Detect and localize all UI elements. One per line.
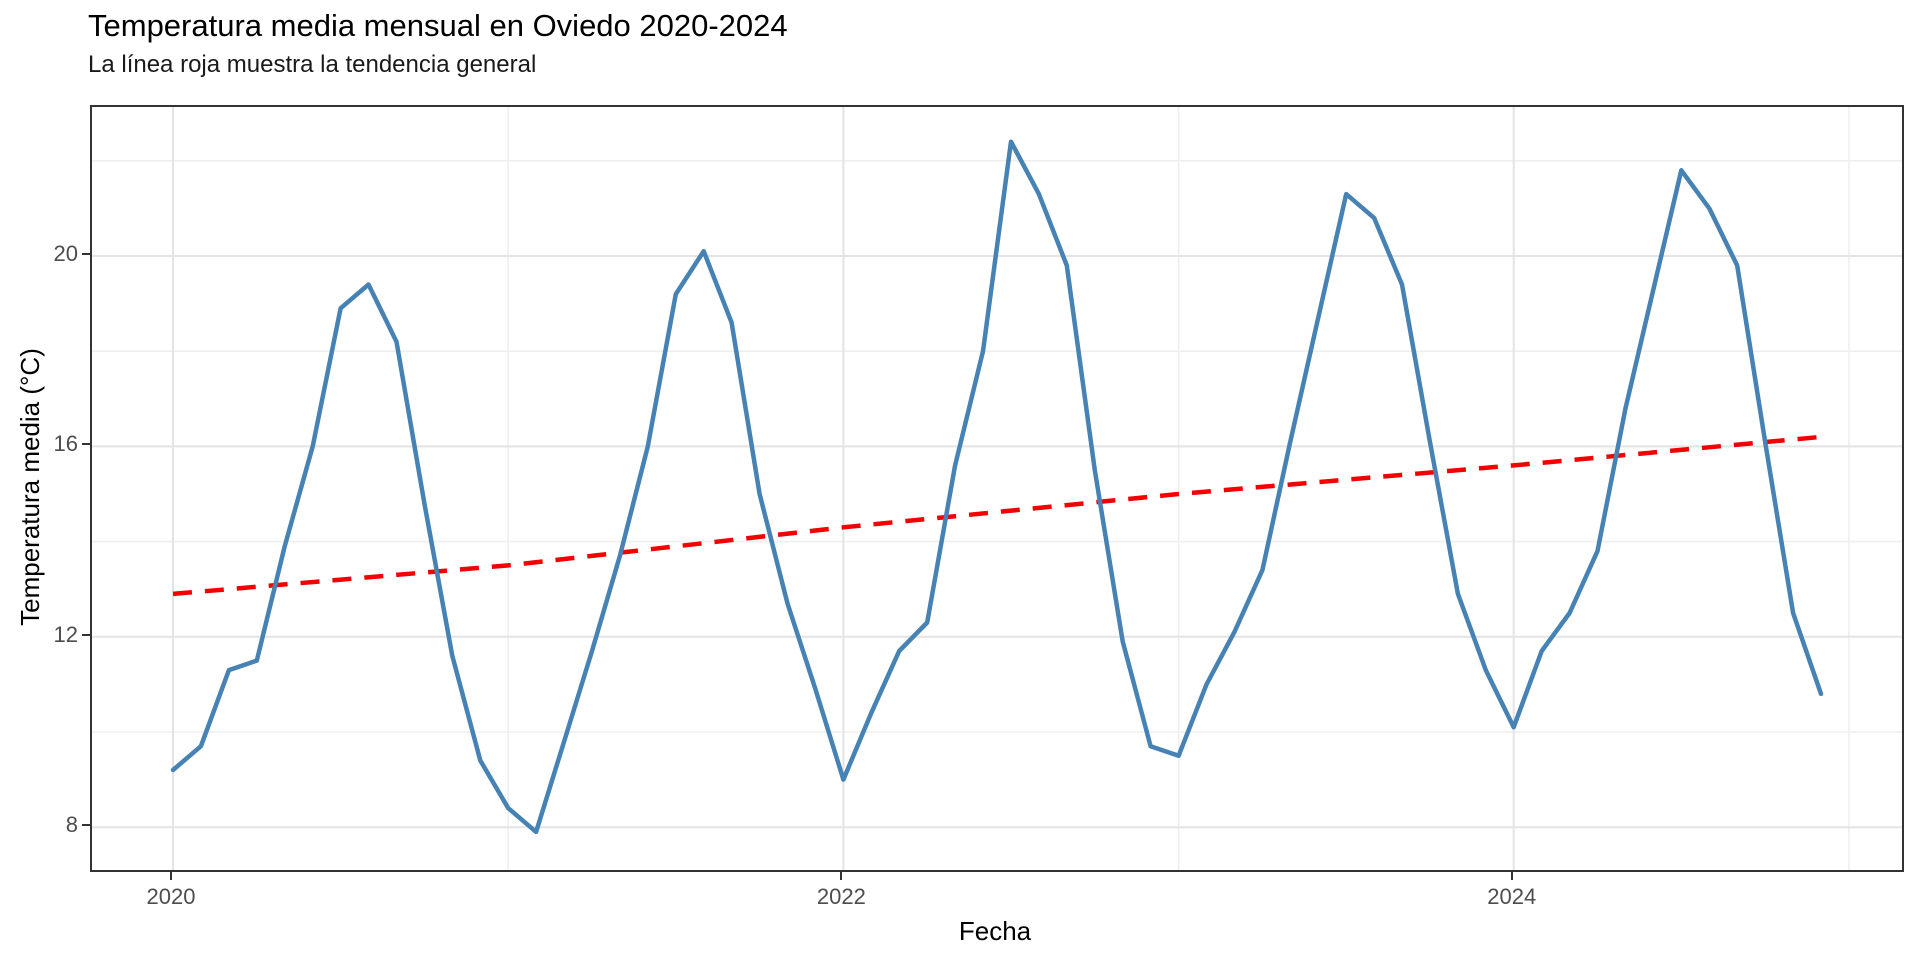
y-tick-label: 12	[53, 621, 78, 647]
major-gridlines	[92, 107, 1902, 870]
y-tick-label: 16	[53, 431, 78, 457]
x-tick-mark	[840, 872, 843, 880]
minor-gridlines	[92, 107, 1902, 870]
x-tick-mark	[170, 872, 172, 880]
chart-title: Temperatura media mensual en Oviedo 2020…	[88, 8, 788, 43]
temperature-line	[170, 139, 1824, 835]
y-tick-label: 8	[65, 812, 78, 838]
x-tick-label: 2020	[146, 884, 196, 909]
y-tick-mark	[82, 443, 90, 446]
x-tick-label: 2022	[816, 884, 866, 909]
y-tick-label: 20	[53, 240, 78, 266]
y-tick-mark	[82, 824, 90, 827]
chart-subtitle: La línea roja muestra la tendencia gener…	[88, 51, 537, 78]
trend-line	[172, 434, 1822, 597]
plot-canvas	[92, 107, 1902, 870]
x-tick-mark	[1510, 872, 1513, 880]
x-tick-label: 2024	[1487, 884, 1537, 909]
plot-panel	[90, 105, 1904, 872]
x-axis-title: Fecha	[958, 916, 1032, 946]
y-tick-mark	[82, 633, 90, 636]
y-tick-mark	[82, 252, 90, 255]
